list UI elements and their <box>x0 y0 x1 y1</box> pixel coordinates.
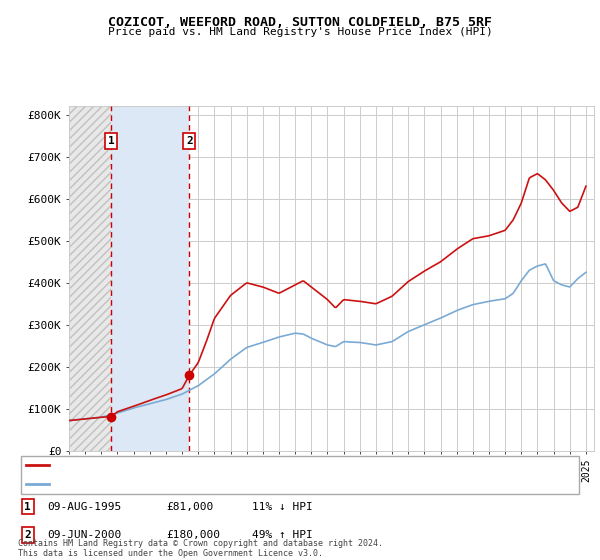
Text: 09-JUN-2000: 09-JUN-2000 <box>47 530 121 540</box>
Text: 1: 1 <box>107 136 115 146</box>
Text: 1: 1 <box>25 502 31 512</box>
Text: Price paid vs. HM Land Registry's House Price Index (HPI): Price paid vs. HM Land Registry's House … <box>107 27 493 37</box>
Text: 2: 2 <box>186 136 193 146</box>
Text: COZICOT, WEEFORD ROAD, SUTTON COLDFIELD, B75 5RF (detached house): COZICOT, WEEFORD ROAD, SUTTON COLDFIELD,… <box>55 460 437 470</box>
FancyBboxPatch shape <box>21 456 579 493</box>
Text: £180,000: £180,000 <box>166 530 220 540</box>
Text: 2: 2 <box>25 530 31 540</box>
Text: COZICOT, WEEFORD ROAD, SUTTON COLDFIELD, B75 5RF: COZICOT, WEEFORD ROAD, SUTTON COLDFIELD,… <box>108 16 492 29</box>
Text: HPI: Average price, detached house, Birmingham: HPI: Average price, detached house, Birm… <box>55 479 325 489</box>
Bar <box>111 106 190 451</box>
Bar <box>69 106 111 451</box>
Text: 49% ↑ HPI: 49% ↑ HPI <box>252 530 313 540</box>
Text: 09-AUG-1995: 09-AUG-1995 <box>47 502 121 512</box>
Text: 11% ↓ HPI: 11% ↓ HPI <box>252 502 313 512</box>
Text: Contains HM Land Registry data © Crown copyright and database right 2024.
This d: Contains HM Land Registry data © Crown c… <box>18 539 383 558</box>
Text: £81,000: £81,000 <box>166 502 214 512</box>
